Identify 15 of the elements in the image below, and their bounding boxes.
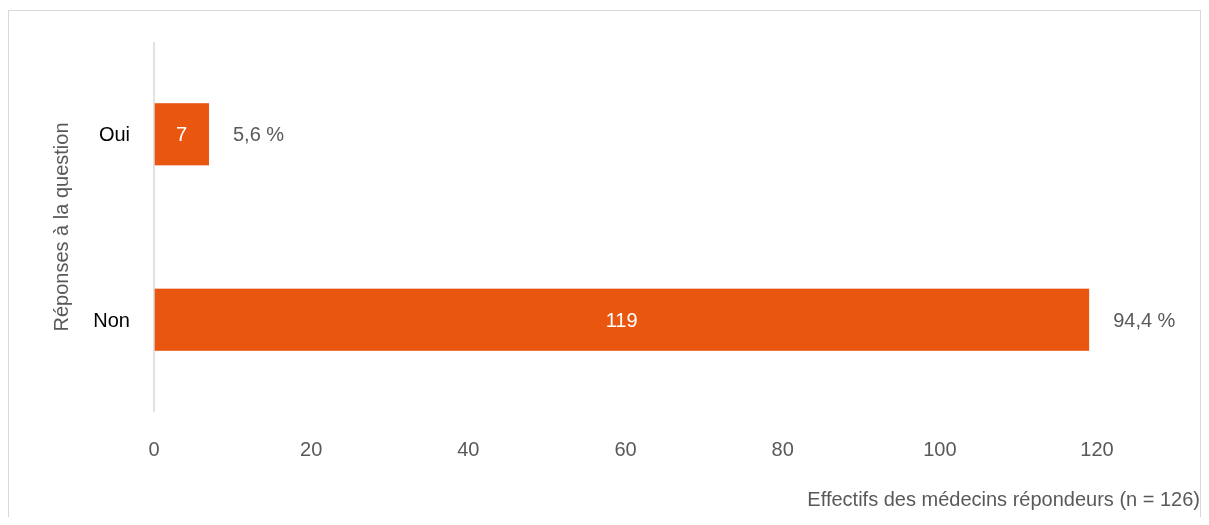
data-label: 119: [605, 308, 638, 331]
x-tick-label: 60: [614, 438, 637, 460]
data-label: 7: [175, 123, 188, 146]
x-tick-label: 80: [771, 438, 794, 460]
x-tick-label: 20: [300, 438, 323, 460]
x-tick-label: 0: [148, 438, 160, 460]
annotation: 94,4 %: [1113, 308, 1176, 331]
y-axis-title: Réponses à la question: [50, 122, 72, 332]
x-tick-label: 100: [923, 438, 957, 460]
y-tick-label: Oui: [98, 123, 130, 146]
y-tick-label: Non: [93, 308, 130, 331]
annotation: 5,6 %: [233, 123, 285, 146]
x-axis-title: Effectifs des médecins répondeurs (n = 126): [807, 488, 1200, 510]
x-tick-label: 120: [1080, 438, 1114, 460]
x-tick-label: 40: [457, 438, 480, 460]
